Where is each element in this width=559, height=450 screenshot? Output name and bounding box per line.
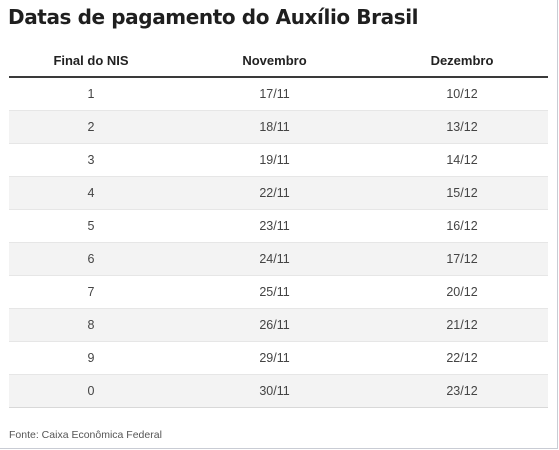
cell-dezembro: 22/12 <box>446 351 478 365</box>
cell-final-nis: 1 <box>87 87 95 101</box>
header-dezembro: Dezembro <box>430 53 494 68</box>
cell-novembro: 30/11 <box>259 384 290 398</box>
table-body: 1 17/11 10/12 2 18/11 13/12 3 19/11 14/12 4 22/11 1… <box>9 78 548 408</box>
cell-final-nis: 0 <box>87 384 95 398</box>
cell-novembro: 25/11 <box>259 285 290 299</box>
cell-final-nis: 7 <box>87 285 95 299</box>
table-row: 0 30/11 23/12 <box>9 375 548 408</box>
cell-final-nis: 3 <box>87 153 95 167</box>
table-row: 5 23/11 16/12 <box>9 210 548 243</box>
cell-dezembro: 10/12 <box>446 87 478 101</box>
table-row: 6 24/11 17/12 <box>9 243 548 276</box>
table-row: 3 19/11 14/12 <box>9 144 548 177</box>
cell-dezembro: 16/12 <box>446 219 478 233</box>
payment-dates-table: Final do NIS Novembro Dezembro 1 17/11 10/… <box>9 45 548 408</box>
table-row: 1 17/11 10/12 <box>9 78 548 111</box>
cell-novembro: 19/11 <box>259 153 290 167</box>
table-row: 4 22/11 15/12 <box>9 177 548 210</box>
table-header-row: Final do NIS Novembro Dezembro <box>9 45 548 78</box>
cell-final-nis: 8 <box>87 318 95 332</box>
cell-dezembro: 21/12 <box>446 318 478 332</box>
cell-final-nis: 6 <box>87 252 95 266</box>
cell-novembro: 23/11 <box>259 219 290 233</box>
cell-final-nis: 2 <box>87 120 95 134</box>
cell-dezembro: 15/12 <box>446 186 478 200</box>
cell-novembro: 22/11 <box>259 186 290 200</box>
cell-dezembro: 23/12 <box>446 384 478 398</box>
cell-novembro: 17/11 <box>259 87 290 101</box>
cell-novembro: 29/11 <box>259 351 290 365</box>
page-title: Datas de pagamento do Auxílio Brasil <box>8 5 419 29</box>
table-row: 9 29/11 22/12 <box>9 342 548 375</box>
cell-dezembro: 13/12 <box>446 120 478 134</box>
cell-final-nis: 4 <box>87 186 95 200</box>
cell-novembro: 18/11 <box>259 120 290 134</box>
cell-dezembro: 14/12 <box>446 153 478 167</box>
cell-final-nis: 9 <box>87 351 95 365</box>
table-row: 8 26/11 21/12 <box>9 309 548 342</box>
cell-final-nis: 5 <box>87 219 95 233</box>
cell-novembro: 24/11 <box>259 252 290 266</box>
table-row: 7 25/11 20/12 <box>9 276 548 309</box>
source-note: Fonte: Caixa Econômica Federal <box>9 429 162 441</box>
header-novembro: Novembro <box>242 53 307 68</box>
cell-dezembro: 17/12 <box>446 252 478 266</box>
table-row: 2 18/11 13/12 <box>9 111 548 144</box>
cell-novembro: 26/11 <box>259 318 290 332</box>
cell-dezembro: 20/12 <box>446 285 478 299</box>
header-final-nis: Final do NIS <box>53 53 129 68</box>
